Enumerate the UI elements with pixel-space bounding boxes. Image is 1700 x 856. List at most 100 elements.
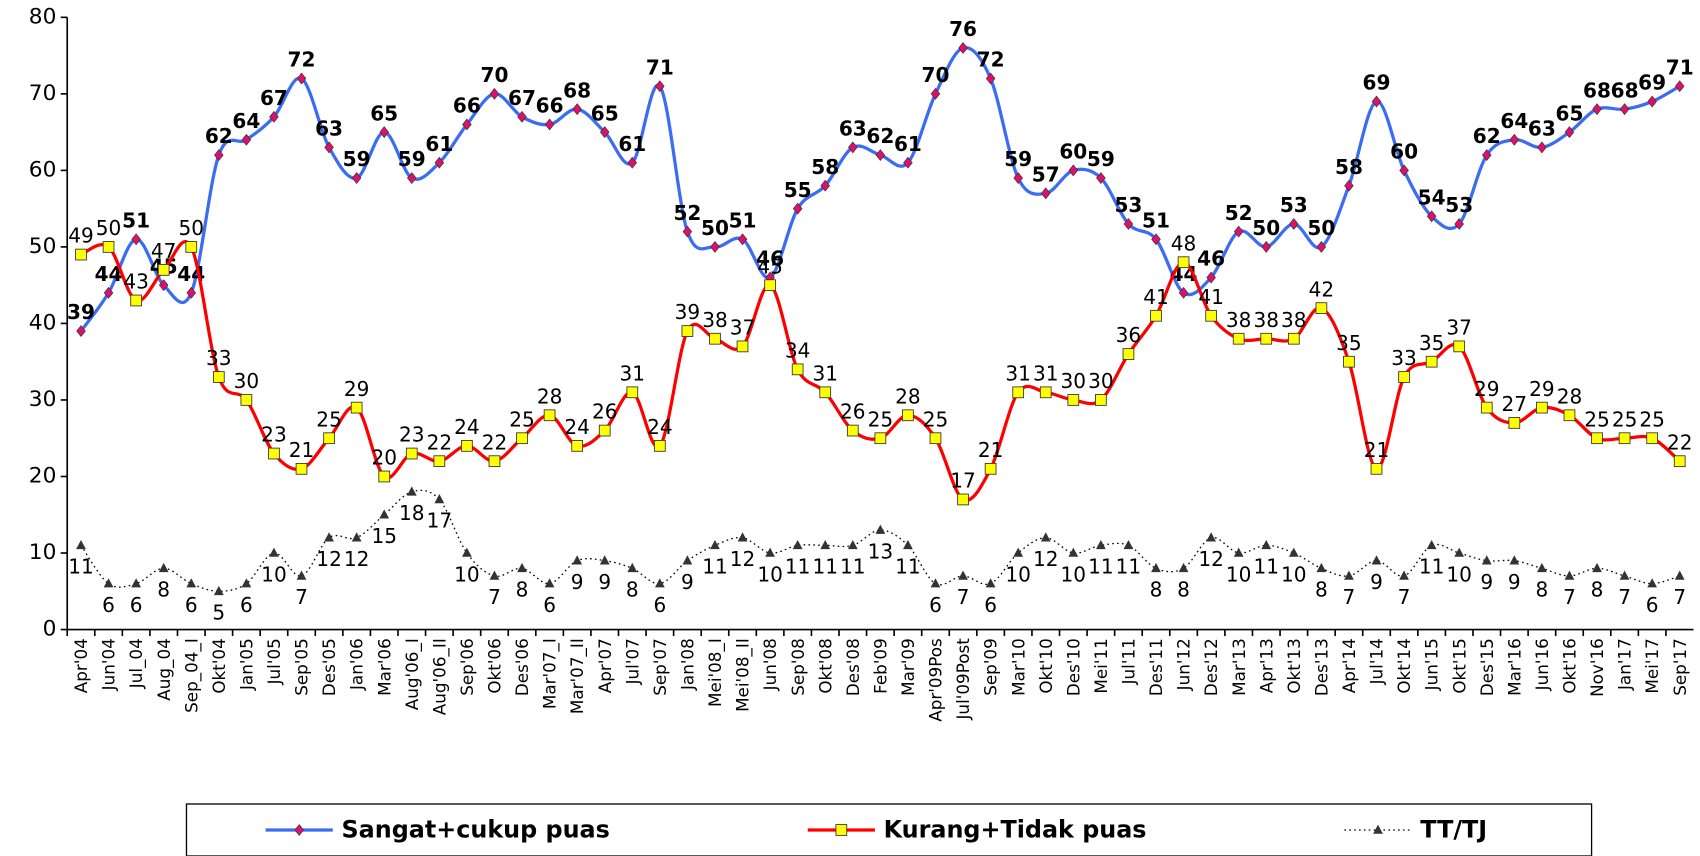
marker <box>1178 562 1189 573</box>
marker <box>1260 332 1273 345</box>
data-label: 68 <box>1583 78 1611 102</box>
marker <box>627 562 638 573</box>
data-label: 52 <box>673 201 701 225</box>
x-tick-label: Des'05 <box>319 638 339 696</box>
marker <box>1453 340 1466 353</box>
marker <box>1592 103 1602 116</box>
data-label: 7 <box>1618 585 1631 609</box>
marker <box>847 539 858 550</box>
x-tick-label: Jul_04 <box>126 638 147 689</box>
marker <box>903 156 913 169</box>
marker <box>1426 210 1437 223</box>
marker <box>930 578 941 588</box>
marker <box>1343 355 1355 368</box>
marker <box>764 279 776 292</box>
data-label: 6 <box>1646 593 1659 617</box>
data-label: 11 <box>785 555 811 579</box>
marker <box>654 578 665 588</box>
marker <box>102 241 115 253</box>
data-label: 9 <box>1370 570 1383 594</box>
marker <box>158 562 169 573</box>
marker <box>1316 240 1327 253</box>
x-tick-label: Mar'07_I <box>540 638 561 709</box>
x-tick-label: Aug'06_I <box>402 638 423 710</box>
x-tick-label: Jan'06 <box>347 638 367 691</box>
marker <box>599 126 610 139</box>
marker <box>835 824 848 836</box>
data-label: 8 <box>1150 578 1163 602</box>
data-label: 6 <box>984 593 997 617</box>
legend-label: TT/TJ <box>1420 816 1487 844</box>
data-label: 68 <box>563 78 591 102</box>
x-tick-label: Des'10 <box>1063 638 1083 696</box>
marker <box>103 578 114 588</box>
marker <box>1177 256 1190 269</box>
marker <box>489 570 500 580</box>
data-label: 30 <box>1088 369 1114 393</box>
marker <box>1674 80 1685 93</box>
marker <box>1344 570 1354 580</box>
marker <box>269 547 279 557</box>
marker <box>1206 271 1216 284</box>
marker <box>517 110 527 123</box>
marker <box>130 294 142 307</box>
marker <box>1040 532 1051 542</box>
data-label: 59 <box>398 147 426 171</box>
marker <box>1233 547 1244 557</box>
x-tick-label: Sep'08 <box>788 638 808 696</box>
data-label: 24 <box>647 415 673 439</box>
data-label: 44 <box>95 262 123 286</box>
data-label: 50 <box>701 216 729 240</box>
data-label: 11 <box>68 555 94 579</box>
x-tick-label: Jun'16 <box>1532 638 1552 691</box>
data-label: 54 <box>1418 185 1446 209</box>
data-label: 66 <box>453 94 481 118</box>
data-label: 64 <box>232 109 260 133</box>
data-label: 7 <box>1398 585 1411 609</box>
marker <box>1371 555 1382 565</box>
marker <box>681 325 694 337</box>
data-label: 6 <box>102 593 115 617</box>
data-label: 65 <box>370 101 398 125</box>
x-tick-label: Mei'08_I <box>705 638 726 707</box>
data-label: 58 <box>1335 155 1363 179</box>
data-label: 71 <box>1666 55 1694 79</box>
y-tick-label: 30 <box>29 387 57 412</box>
marker <box>407 172 417 184</box>
marker <box>351 532 362 542</box>
marker <box>1508 417 1521 429</box>
marker <box>1344 179 1354 192</box>
data-label: 69 <box>1638 71 1666 95</box>
x-tick-label: Sep'06 <box>457 638 477 696</box>
marker <box>1647 578 1658 588</box>
data-label: 12 <box>1033 547 1059 571</box>
series-line <box>80 489 1680 592</box>
marker <box>682 225 693 238</box>
marker <box>1618 432 1631 445</box>
data-label: 11 <box>1253 555 1279 579</box>
data-label: 7 <box>1563 585 1576 609</box>
x-tick-label: Okt'04 <box>209 638 229 693</box>
x-tick-label: Apr'07 <box>595 638 615 693</box>
marker <box>571 440 584 452</box>
marker <box>241 578 252 588</box>
marker <box>379 126 389 139</box>
marker <box>461 440 473 452</box>
data-label: 62 <box>205 124 233 148</box>
data-label: 59 <box>343 147 371 171</box>
legend-label: Sangat+cukup puas <box>342 816 610 844</box>
marker <box>598 424 611 437</box>
marker <box>1619 570 1630 580</box>
marker <box>76 539 86 550</box>
data-label: 71 <box>646 55 674 79</box>
data-label: 72 <box>288 48 316 72</box>
marker <box>378 470 391 483</box>
data-label: 26 <box>840 400 866 424</box>
x-tick-label: Sep'09 <box>981 638 1001 696</box>
data-label: 7 <box>1673 585 1686 609</box>
marker <box>323 432 335 445</box>
data-label: 34 <box>785 339 811 363</box>
marker <box>737 233 748 246</box>
marker <box>820 179 830 192</box>
